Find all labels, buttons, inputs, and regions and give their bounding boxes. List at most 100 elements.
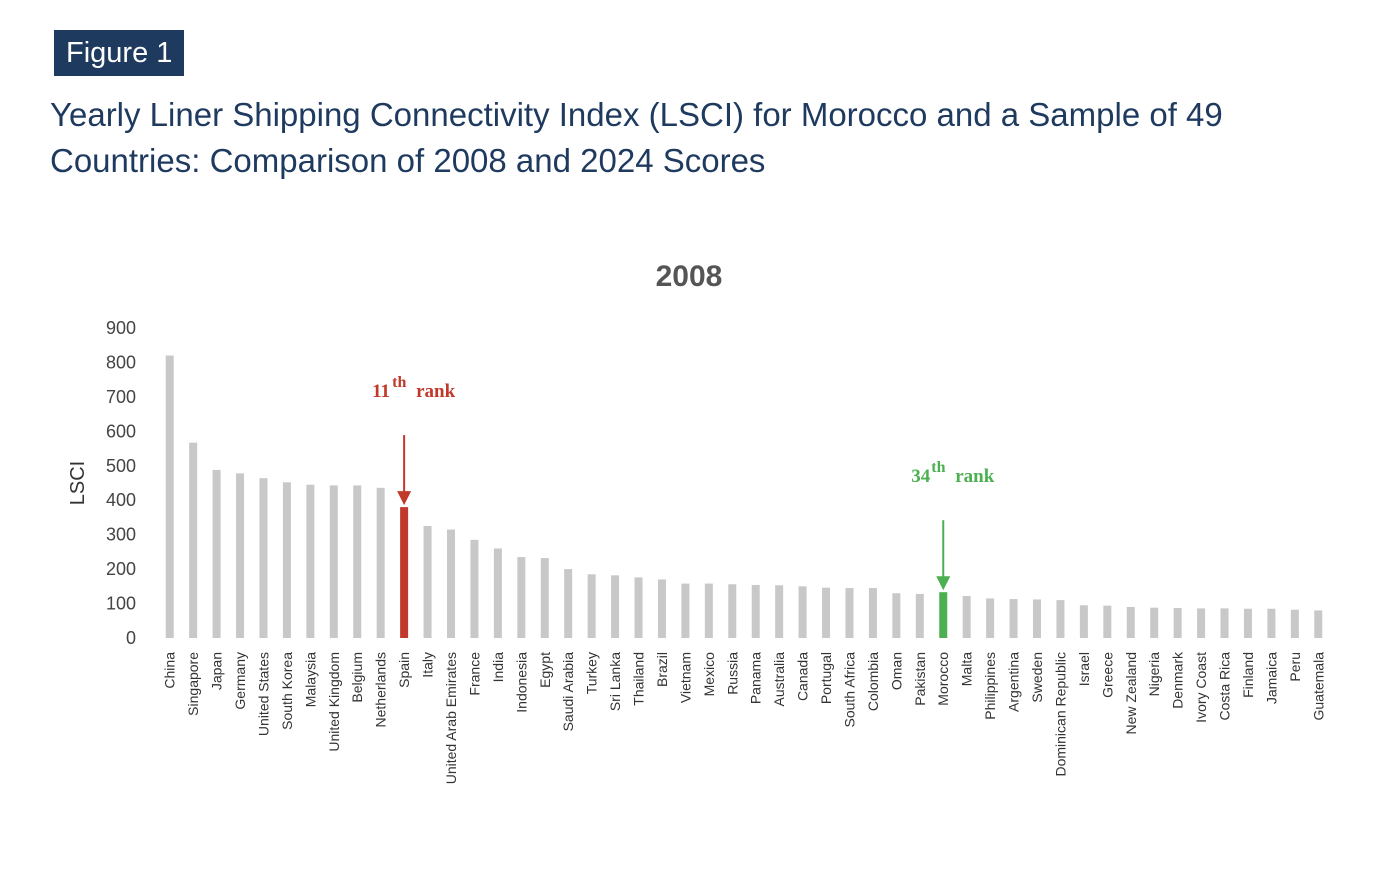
category-label: New Zealand	[1123, 652, 1139, 735]
category-label: Brazil	[654, 652, 670, 687]
y-axis-label: LSCI	[67, 461, 89, 505]
category-label: Israel	[1076, 652, 1092, 686]
category-label: Morocco	[935, 652, 951, 706]
category-label: Russia	[724, 652, 740, 695]
y-tick-label: 500	[106, 456, 136, 476]
rank-annotation: 34	[911, 466, 931, 487]
category-label: Mexico	[701, 652, 717, 697]
category-label: Sri Lanka	[607, 652, 623, 711]
category-label: France	[466, 652, 482, 696]
category-label: Pakistan	[912, 652, 928, 706]
figure-label: Figure 1	[54, 30, 185, 76]
bar-japan	[212, 469, 221, 638]
y-tick-label: 800	[106, 352, 136, 372]
category-label: Egypt	[537, 652, 553, 688]
chart-title: 2008	[656, 260, 723, 293]
category-label: Argentina	[1006, 652, 1022, 712]
category-label: Sweden	[1029, 652, 1045, 703]
bar-jamaica	[1267, 608, 1276, 638]
bar-russia	[728, 584, 737, 638]
category-label: Malta	[959, 652, 975, 686]
category-label: Belgium	[349, 652, 365, 703]
category-label: Malaysia	[302, 652, 318, 707]
bar-guatemala	[1314, 610, 1323, 638]
bar-ivory-coast	[1197, 608, 1206, 638]
bar-pakistan	[915, 593, 924, 638]
category-label: Guatemala	[1310, 652, 1326, 721]
bar-denmark	[1173, 608, 1182, 638]
bar-mexico	[704, 583, 713, 638]
category-label: Portugal	[818, 652, 834, 704]
bar-argentina	[1009, 599, 1018, 638]
category-label: Thailand	[631, 652, 647, 706]
y-tick-label: 100	[106, 594, 136, 614]
category-label: Jamaica	[1263, 652, 1279, 704]
y-tick-label: 700	[106, 387, 136, 407]
category-label: India	[490, 652, 506, 683]
bar-belgium	[353, 485, 362, 638]
rank-suffix: th	[392, 374, 406, 391]
bar-israel	[1079, 605, 1088, 638]
bar-malta	[962, 595, 971, 638]
bar-philippines	[986, 598, 995, 638]
bars	[165, 355, 1323, 638]
category-label: Colombia	[865, 652, 881, 711]
bar-spain	[400, 507, 409, 638]
bar-panama	[751, 584, 760, 638]
y-tick-label: 300	[106, 525, 136, 545]
category-label: Japan	[209, 652, 225, 690]
bar-turkey	[587, 574, 596, 638]
category-label: Saudi Arabia	[560, 652, 576, 732]
category-label: Canada	[795, 652, 811, 701]
bar-costa-rica	[1220, 608, 1229, 638]
category-label: Philippines	[982, 652, 998, 720]
bar-vietnam	[681, 583, 690, 638]
category-label: Australia	[771, 652, 787, 707]
bar-south-korea	[282, 482, 291, 638]
bar-italy	[423, 526, 432, 638]
bar-oman	[892, 593, 901, 638]
category-label: Nigeria	[1146, 652, 1162, 697]
y-axis-ticks: 0 100 200 300 400 500 600 700 800 900	[106, 318, 136, 648]
bar-morocco	[939, 592, 948, 638]
bar-australia	[775, 585, 784, 638]
figure-title: Yearly Liner Shipping Connectivity Index…	[50, 96, 1223, 179]
category-label: United Kingdom	[326, 652, 342, 752]
category-label: Oman	[888, 652, 904, 690]
category-label: Panama	[748, 652, 764, 704]
bar-colombia	[868, 588, 877, 638]
rank-word: rank	[955, 466, 995, 487]
category-label: Netherlands	[373, 652, 389, 728]
bar-india	[493, 548, 502, 638]
category-label: Finland	[1240, 652, 1256, 698]
category-label: Vietnam	[677, 652, 693, 703]
bar-france	[470, 539, 479, 638]
rank-arrow-head	[936, 576, 951, 591]
category-label: Denmark	[1170, 651, 1186, 709]
category-label: China	[162, 652, 178, 689]
category-label: Germany	[232, 652, 248, 710]
category-label: United Arab Emirates	[443, 652, 459, 784]
bar-greece	[1103, 605, 1112, 638]
y-tick-label: 200	[106, 559, 136, 579]
bar-malaysia	[306, 484, 315, 638]
bar-saudi-arabia	[564, 569, 573, 638]
category-label: South Africa	[841, 652, 857, 728]
category-label: Costa Rica	[1217, 652, 1233, 721]
category-label: United States	[255, 652, 271, 736]
category-label: Greece	[1099, 652, 1115, 698]
bar-united-kingdom	[329, 485, 338, 638]
bar-peru	[1290, 609, 1299, 638]
category-label: Italy	[420, 652, 436, 678]
bar-united-arab-emirates	[447, 529, 455, 638]
y-tick-label: 900	[106, 318, 136, 338]
y-tick-label: 0	[126, 628, 136, 648]
category-label: Ivory Coast	[1193, 652, 1209, 723]
category-label: Spain	[396, 652, 412, 688]
category-labels: China Singapore Japan Germany United States S…	[162, 651, 1327, 784]
bar-singapore	[189, 442, 198, 638]
category-label: South Korea	[279, 652, 295, 730]
bar-germany	[236, 473, 245, 638]
bar-new-zealand	[1126, 607, 1135, 638]
